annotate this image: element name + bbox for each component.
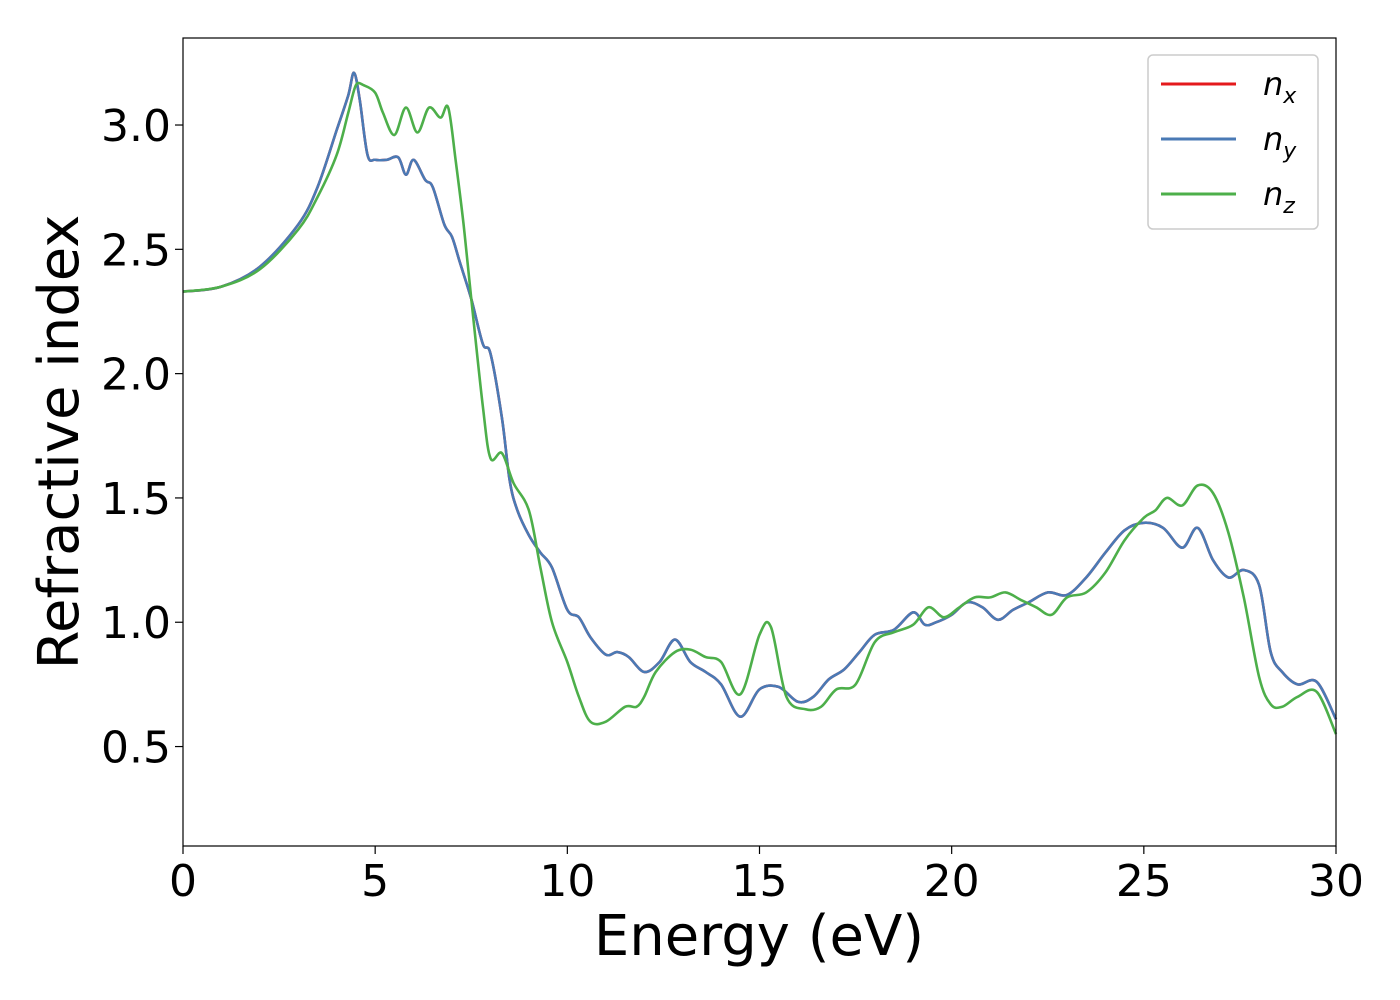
legend-label-nx: n: [1263, 65, 1283, 103]
series-line-nz: [182, 81, 1338, 735]
x-axis-ticks: 0 5 10 15 20 25 30: [169, 846, 1364, 907]
svg-text:ny: ny: [1263, 120, 1297, 164]
y-axis-ticks: 0.5 1.0 1.5 2.0 2.5 3.0: [101, 101, 183, 774]
x-tick-label: 0: [169, 856, 197, 907]
svg-text:nz: nz: [1263, 175, 1295, 219]
series-line-ny: [182, 71, 1338, 720]
x-tick-label: 5: [361, 856, 389, 907]
y-tick-label: 1.0: [101, 598, 171, 649]
x-tick-label: 15: [732, 856, 788, 907]
legend-sub-ny: y: [1282, 139, 1297, 164]
legend-item-ny: ny: [1161, 120, 1297, 164]
legend: nx ny nz: [1147, 54, 1319, 230]
x-tick-label: 20: [924, 856, 980, 907]
y-tick-label: 0.5: [101, 723, 171, 774]
y-tick-label: 3.0: [101, 101, 171, 152]
legend-sub-nz: z: [1282, 194, 1295, 219]
x-tick-label: 25: [1116, 856, 1172, 907]
series-layer: [182, 71, 1338, 735]
x-tick-label: 10: [539, 856, 595, 907]
x-tick-label: 30: [1308, 856, 1364, 907]
y-tick-label: 2.0: [101, 350, 171, 401]
x-axis-title: Energy (eV): [594, 904, 924, 969]
y-tick-label: 2.5: [101, 225, 171, 276]
legend-label-nz: n: [1263, 175, 1283, 213]
legend-box: [1147, 54, 1319, 230]
legend-sub-nx: x: [1282, 84, 1297, 109]
legend-label-ny: n: [1263, 120, 1283, 158]
legend-item-nx: nx: [1161, 65, 1297, 109]
svg-text:nx: nx: [1263, 65, 1297, 109]
y-axis-title: Refractive index: [27, 215, 92, 670]
legend-item-nz: nz: [1161, 175, 1295, 219]
y-tick-label: 1.5: [101, 474, 171, 525]
